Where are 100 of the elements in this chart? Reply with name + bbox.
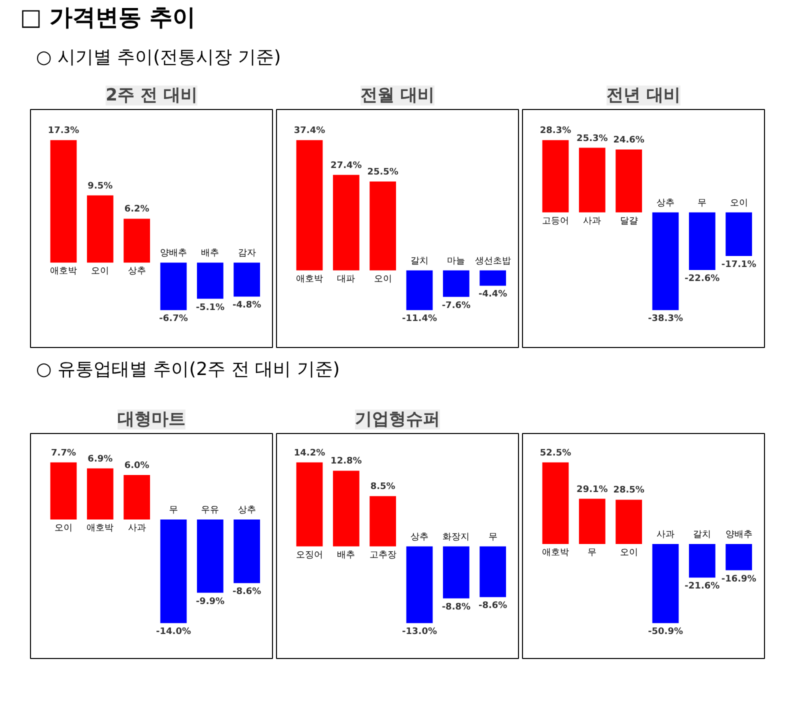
chart-title: 기업형슈퍼 — [355, 410, 440, 430]
data-label: -8.8% — [442, 602, 471, 613]
x-tick-label: 우유 — [201, 506, 220, 516]
text: □ 가격변동 추이 — [20, 4, 196, 33]
x-tick-label: 애호박 — [50, 266, 77, 276]
chart-title: 대형마트 — [118, 410, 186, 430]
bar — [160, 520, 187, 624]
x-tick-label: 무 — [588, 548, 597, 558]
data-label: -38.3% — [648, 314, 683, 324]
data-label: 27.4% — [330, 160, 362, 170]
bar — [578, 499, 606, 544]
x-tick-label: 생선초밥 — [474, 256, 511, 266]
data-label: 8.5% — [370, 482, 396, 492]
data-label: 7.7% — [51, 448, 76, 459]
bar — [50, 462, 77, 520]
x-tick-label: 양배추 — [725, 530, 752, 540]
bar — [370, 181, 396, 270]
data-label: 37.4% — [294, 126, 326, 136]
bar — [86, 194, 114, 262]
x-tick-label: 애호박 — [296, 274, 323, 284]
data-label: 9.5% — [88, 180, 113, 191]
data-label: 25.5% — [367, 167, 398, 178]
bar — [124, 218, 150, 262]
bar — [196, 262, 224, 298]
bar — [406, 270, 433, 310]
x-tick-label: 무 — [698, 198, 707, 208]
bar — [296, 462, 323, 547]
bar — [406, 546, 433, 624]
data-label: 24.6% — [613, 135, 644, 146]
data-label: 17.3% — [48, 126, 80, 136]
x-tick-label: 배추 — [201, 248, 220, 258]
bar — [688, 212, 716, 270]
x-tick-label: 무 — [488, 532, 498, 543]
x-tick-label: 상추 — [238, 506, 256, 516]
data-label: 6.9% — [88, 454, 113, 465]
x-tick-label: 갈치 — [693, 530, 712, 540]
x-tick-label: 배추 — [337, 550, 356, 561]
chart-title: 전년 대비 — [606, 85, 680, 106]
data-label: -7.6% — [442, 300, 471, 310]
x-tick-label: 오징어 — [296, 550, 323, 561]
bar — [124, 475, 150, 520]
x-tick-label: 마늘 — [447, 256, 466, 266]
x-tick-label: 오이 — [620, 548, 638, 558]
bar — [480, 270, 506, 286]
data-label: -16.9% — [721, 574, 756, 585]
bar — [652, 212, 679, 310]
data-label: -8.6% — [232, 587, 262, 598]
data-label: -50.9% — [648, 627, 683, 638]
data-label: -17.1% — [721, 260, 756, 270]
x-tick-label: 상추 — [656, 198, 674, 208]
data-label: 6.0% — [124, 461, 150, 472]
bar — [652, 544, 679, 624]
chart-title: 2주 전 대비 — [106, 85, 198, 106]
bar — [616, 500, 642, 544]
x-tick-label: 사과 — [128, 524, 146, 534]
data-label: 28.3% — [540, 126, 572, 136]
bar — [332, 470, 360, 547]
data-label: 12.8% — [330, 456, 362, 467]
x-tick-label: 감자 — [238, 248, 256, 258]
x-tick-label: 고추장 — [369, 550, 396, 561]
x-tick-label: 애호박 — [86, 524, 114, 534]
x-tick-label: 사과 — [583, 216, 602, 226]
data-label: 52.5% — [540, 448, 572, 459]
x-tick-label: 갈치 — [410, 256, 428, 266]
data-label: 6.2% — [124, 204, 150, 214]
x-tick-label: 무 — [169, 506, 178, 516]
bar — [542, 462, 569, 544]
bar — [442, 270, 470, 296]
bar — [616, 149, 642, 212]
bar — [442, 546, 470, 599]
data-label: -4.8% — [232, 300, 262, 310]
bar — [578, 147, 606, 212]
bar — [688, 544, 716, 578]
chart-title: 전월 대비 — [360, 85, 434, 106]
bar — [542, 140, 569, 212]
x-tick-label: 고등어 — [542, 216, 569, 226]
data-label: -22.6% — [684, 274, 720, 284]
x-tick-label: 달걀 — [620, 216, 638, 226]
bar — [296, 140, 323, 270]
data-label: -13.0% — [402, 627, 437, 638]
x-tick-label: 애호박 — [542, 548, 569, 558]
x-tick-label: 오이 — [54, 524, 72, 534]
data-label: -9.9% — [196, 597, 225, 608]
x-tick-label: 오이 — [91, 266, 110, 276]
bar — [234, 520, 260, 584]
bar — [726, 212, 752, 256]
x-tick-label: 화장지 — [442, 532, 470, 543]
data-label: 14.2% — [294, 448, 326, 459]
data-label: -14.0% — [156, 627, 191, 638]
bar — [726, 544, 752, 571]
x-tick-label: 상추 — [410, 532, 428, 543]
bar — [480, 546, 506, 598]
data-label: -5.1% — [196, 302, 225, 312]
data-label: 29.1% — [576, 485, 608, 496]
data-label: -11.4% — [402, 314, 437, 324]
bar — [160, 262, 187, 310]
bar — [234, 262, 260, 296]
data-label: -8.6% — [478, 601, 508, 612]
x-tick-label: 양배추 — [160, 248, 187, 258]
bar — [50, 140, 77, 262]
